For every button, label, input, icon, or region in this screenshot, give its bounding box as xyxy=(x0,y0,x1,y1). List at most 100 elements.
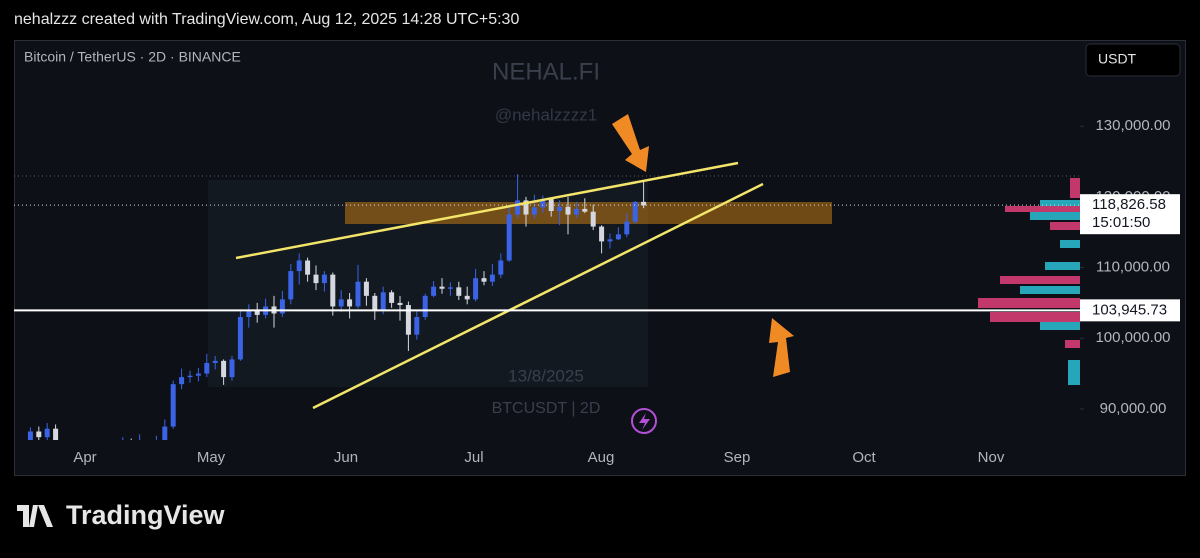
candle-body xyxy=(330,274,336,307)
candle-body xyxy=(397,302,403,306)
candle-body xyxy=(321,274,327,284)
profile-bar xyxy=(1000,276,1080,284)
arrow-down xyxy=(612,114,649,172)
logo-mark xyxy=(17,505,53,527)
date-note: 13/8/2025 xyxy=(508,366,584,385)
candle-body xyxy=(590,211,596,227)
x-tick-label: May xyxy=(197,449,226,466)
candle-body xyxy=(615,234,621,240)
candle-body xyxy=(347,299,353,307)
watermark-handle: @nehalzzzz1 xyxy=(495,105,597,124)
candle-body xyxy=(296,260,302,272)
x-tick-label: Aug xyxy=(588,449,615,466)
ticker-note: BTCUSDT | 2D xyxy=(492,400,601,417)
candle-body xyxy=(632,201,638,222)
profile-bar xyxy=(978,298,1080,308)
header: nehalzzz created with TradingView.com, A… xyxy=(14,11,519,28)
x-tick-label: Jun xyxy=(334,449,358,466)
candle-body xyxy=(599,226,605,242)
candle-body xyxy=(305,260,311,275)
profile-bar xyxy=(1070,178,1080,198)
candle-body xyxy=(246,309,252,318)
candle-body xyxy=(540,199,546,208)
candle-body xyxy=(439,286,445,289)
profile-bar xyxy=(1020,286,1080,294)
candle-body xyxy=(582,208,588,212)
candle-body xyxy=(557,206,563,212)
y-tick-label: 130,000.00 xyxy=(1095,117,1170,134)
profile-bar xyxy=(990,312,1080,322)
candle-body xyxy=(229,359,235,378)
candle-body xyxy=(36,431,42,438)
candle-body xyxy=(237,317,243,360)
candle-body xyxy=(523,200,529,215)
profile-bar xyxy=(1005,206,1080,212)
trendline-upper xyxy=(235,161,739,260)
profile-bar xyxy=(1040,322,1080,330)
candle-body xyxy=(431,286,437,296)
candle-body xyxy=(481,278,487,282)
price-label-box xyxy=(1080,194,1180,235)
candle-body xyxy=(162,426,168,440)
candle-body xyxy=(254,309,260,315)
candle-body xyxy=(548,199,554,212)
candle-body xyxy=(506,214,512,261)
profile-bar xyxy=(1030,212,1080,220)
candle-body xyxy=(565,206,571,215)
candle-body xyxy=(414,317,420,335)
profile-bar xyxy=(1045,262,1080,270)
price-label: 118,826.58 xyxy=(1092,196,1166,213)
candle-body xyxy=(288,271,294,300)
candle-body xyxy=(372,295,378,310)
currency[interactable]: USDT xyxy=(1098,51,1137,67)
price-timer: 15:01:50 xyxy=(1092,214,1150,231)
y-tick-label: 90,000.00 xyxy=(1100,400,1167,417)
brand: TradingView xyxy=(66,500,226,530)
watermark: NEHAL.FI xyxy=(492,58,600,85)
candle-body xyxy=(363,281,369,296)
candle-body xyxy=(179,377,185,385)
candle-body xyxy=(221,360,227,378)
candle-body xyxy=(212,360,218,363)
candle-body xyxy=(607,239,613,242)
candle-body xyxy=(489,274,495,282)
candle-body xyxy=(338,299,344,307)
candle-body xyxy=(405,305,411,335)
candle-body xyxy=(573,208,579,215)
candle-body xyxy=(195,373,201,376)
price-label-box xyxy=(1080,299,1180,322)
candle-body xyxy=(380,292,386,310)
x-tick-label: Nov xyxy=(978,449,1005,466)
y-tick-label: 100,000.00 xyxy=(1095,329,1170,346)
candle-body xyxy=(464,295,470,300)
candle-body xyxy=(170,384,176,427)
price-label: 103,945.73 xyxy=(1092,301,1167,318)
x-tick-label: Oct xyxy=(852,449,876,466)
x-tick-label: Apr xyxy=(73,449,96,466)
candle-body xyxy=(422,295,428,318)
candle-body xyxy=(355,281,361,307)
candle-body xyxy=(456,287,462,296)
profile-bar xyxy=(1060,240,1080,248)
alert-icon[interactable] xyxy=(631,408,657,434)
symbol: Bitcoin / TetherUS · 2D · BINANCE xyxy=(24,49,241,65)
profile-bar xyxy=(1040,200,1080,206)
candle-body xyxy=(44,428,50,438)
x-tick-label: Jul xyxy=(464,449,483,466)
candle-body xyxy=(279,299,285,314)
zone-rectangle xyxy=(345,202,832,224)
profile-bar xyxy=(1065,340,1080,348)
alert-bolt xyxy=(639,413,650,430)
candle-body xyxy=(187,375,193,378)
candle-body xyxy=(204,362,210,374)
arrow-up xyxy=(769,318,794,377)
profile-bar xyxy=(1068,360,1080,385)
candle-body xyxy=(447,287,453,289)
currency-button[interactable] xyxy=(1085,43,1181,77)
candle-body xyxy=(641,201,647,206)
candle-body xyxy=(515,200,521,215)
candle-body xyxy=(313,274,319,284)
candle-body xyxy=(53,428,59,440)
candle-body xyxy=(27,431,33,440)
